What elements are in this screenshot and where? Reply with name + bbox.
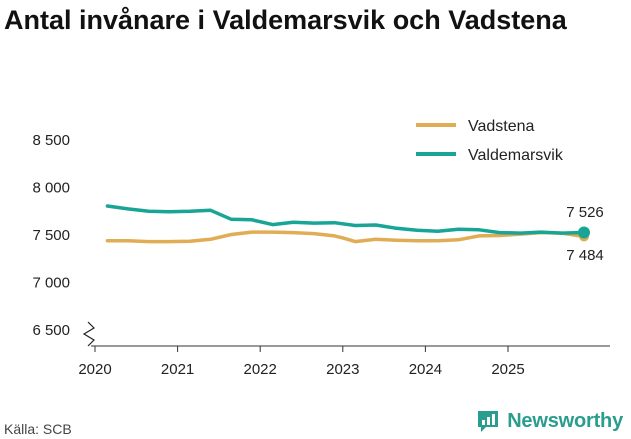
x-tick-label: 2025 [491, 361, 524, 378]
end-label-vadstena: 7 484 [566, 247, 604, 264]
chart-legend: Vadstena Valdemarsvik [416, 118, 564, 164]
series-lines [105, 204, 586, 244]
brand-logo: Newsworthy [475, 408, 623, 434]
newsworthy-logo-icon [478, 411, 499, 432]
y-tick-label: 8 500 [32, 132, 70, 149]
y-tick-label: 7 000 [32, 275, 70, 292]
end-label-valdemarsvik: 7 526 [566, 204, 604, 221]
x-axis-ticks: 2020 2021 2022 2023 2024 2025 [78, 346, 525, 378]
chart-title: Antal invånare i Valdemarsvik och Vadste… [4, 5, 567, 35]
x-tick-label: 2024 [409, 361, 442, 378]
legend-label-valdemarsvik: Valdemarsvik [468, 147, 564, 164]
end-point-valdemarsvik [577, 226, 590, 239]
source-note: Källa: SCB [4, 421, 72, 437]
series-line-vadstena [105, 230, 586, 244]
y-tick-label: 8 000 [32, 180, 70, 197]
axis-break-icon [82, 321, 95, 347]
series-line-valdemarsvik [105, 204, 586, 235]
brand-name: Newsworthy [507, 409, 623, 432]
x-tick-label: 2022 [244, 361, 277, 378]
legend-label-vadstena: Vadstena [468, 118, 535, 135]
x-tick-label: 2020 [78, 361, 111, 378]
x-tick-label: 2021 [161, 361, 194, 378]
series-end-points [577, 226, 590, 242]
x-tick-label: 2023 [326, 361, 359, 378]
y-tick-label: 7 500 [32, 227, 70, 244]
y-axis-ticks: 6 500 7 000 7 500 8 000 8 500 [32, 132, 70, 339]
y-tick-label: 6 500 [32, 322, 70, 339]
